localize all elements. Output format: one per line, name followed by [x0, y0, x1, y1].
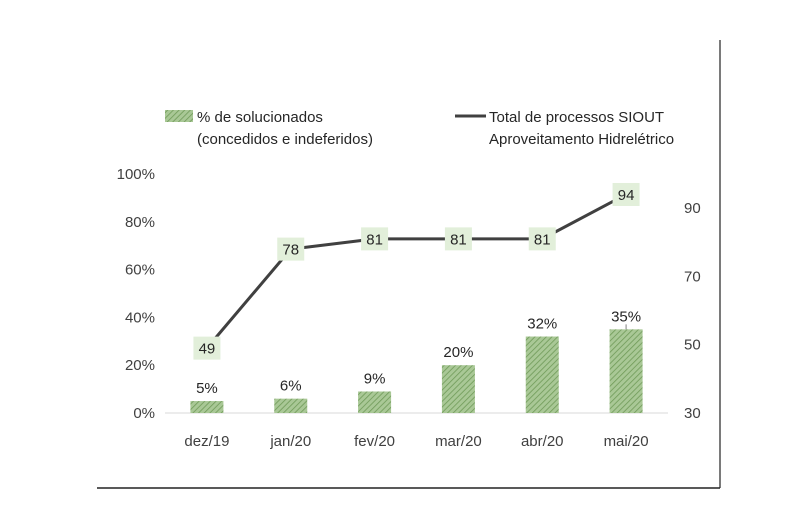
left-axis-tick-label: 100%	[117, 166, 155, 183]
legend-item-line: Total de processos SIOUT Aproveitamento …	[455, 109, 674, 148]
line-series	[205, 193, 627, 350]
legend: % de solucionados (concedidos e indeferi…	[165, 109, 674, 148]
line-label-background	[612, 182, 640, 206]
bar	[441, 365, 475, 413]
bar	[274, 398, 308, 413]
bar-data-label: 20%	[443, 344, 473, 361]
x-axis-tick-label: dez/19	[184, 433, 229, 450]
line-label-background	[444, 227, 472, 251]
left-axis-tick-label: 0%	[133, 405, 155, 422]
bar	[190, 401, 224, 413]
line-label-background	[277, 237, 305, 261]
line-data-label: 49	[199, 341, 216, 358]
right-axis-tick-label: 50	[684, 337, 701, 354]
x-axis-tick-label: mai/20	[604, 433, 649, 450]
line-data-labels: 49 78 81 81 81 94	[193, 182, 640, 360]
line-data-label: 81	[366, 231, 383, 248]
line-data-label: 78	[282, 242, 299, 259]
legend-line-line-1: Total de processos SIOUT	[489, 109, 664, 126]
right-axis-tick-label: 30	[684, 405, 701, 422]
left-axis-tick-label: 60%	[125, 262, 155, 279]
bar	[358, 391, 392, 413]
x-axis: dez/19 jan/20 fev/20 mar/20 abr/20 mai/20	[184, 433, 648, 450]
legend-line-line-2: Aproveitamento Hidrelétrico	[489, 131, 674, 148]
bar-series	[190, 329, 643, 413]
legend-item-bar: % de solucionados (concedidos e indeferi…	[165, 109, 373, 148]
legend-bar-line-1: % de solucionados	[197, 109, 323, 126]
left-axis-tick-label: 20%	[125, 357, 155, 374]
left-axis-tick-label: 40%	[125, 309, 155, 326]
line-data-label: 81	[534, 231, 551, 248]
legend-bar-line-2: (concedidos e indeferidos)	[197, 131, 373, 148]
line-label-background	[193, 336, 221, 360]
line-data-label: 94	[618, 187, 635, 204]
right-axis-tick-label: 70	[684, 268, 701, 285]
bar	[525, 336, 559, 413]
series-line	[205, 193, 627, 350]
bar-data-labels: 5% 6% 9% 20% 32% 35%	[196, 308, 641, 397]
line-data-label: 81	[450, 231, 467, 248]
bar-data-label: 6%	[280, 378, 302, 395]
line-label-background	[528, 227, 556, 251]
legend-bar-swatch	[165, 110, 193, 122]
x-axis-tick-label: abr/20	[521, 433, 564, 450]
bar	[609, 329, 643, 413]
right-axis: 30 50 70 90	[684, 200, 701, 422]
line-label-background	[361, 227, 389, 251]
bar-data-label: 35%	[611, 308, 641, 325]
x-axis-tick-label: fev/20	[354, 433, 395, 450]
bar-data-label: 32%	[527, 316, 557, 333]
x-axis-tick-label: jan/20	[269, 433, 311, 450]
left-axis: 0% 20% 40% 60% 80% 100%	[117, 166, 155, 422]
right-axis-tick-label: 90	[684, 200, 701, 217]
left-axis-tick-label: 80%	[125, 214, 155, 231]
x-axis-tick-label: mar/20	[435, 433, 482, 450]
bar-data-label: 9%	[364, 370, 386, 387]
bar-data-label: 5%	[196, 380, 218, 397]
